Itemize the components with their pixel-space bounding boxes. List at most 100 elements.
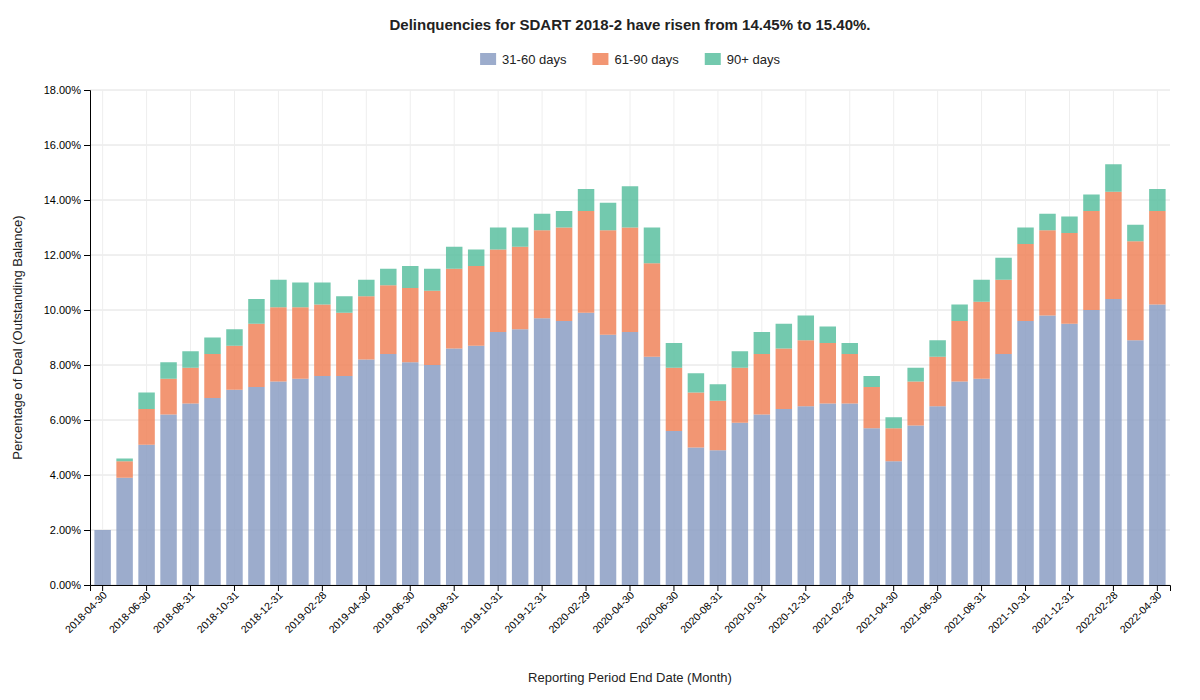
bar-segment bbox=[666, 368, 682, 431]
bar-segment bbox=[94, 530, 110, 531]
legend-label: 61-90 days bbox=[614, 52, 679, 67]
bar-segment bbox=[798, 316, 814, 341]
bar-segment bbox=[973, 302, 989, 379]
bar-segment bbox=[424, 269, 440, 291]
bar-segment bbox=[578, 313, 594, 585]
y-tick-label: 16.00% bbox=[44, 139, 82, 151]
bar-segment bbox=[951, 382, 967, 586]
bar-segment bbox=[885, 461, 901, 585]
bar-segment bbox=[929, 406, 945, 585]
bar-segment bbox=[204, 398, 220, 585]
bar-segment bbox=[512, 228, 528, 247]
x-tick-label: 2019-04-30 bbox=[326, 589, 373, 636]
bar-segment bbox=[1083, 211, 1099, 310]
bar-segment bbox=[863, 428, 879, 585]
y-tick: 6.00% bbox=[50, 414, 90, 426]
bar-segment bbox=[402, 288, 418, 362]
bar-segment bbox=[1061, 233, 1077, 324]
bar-segment bbox=[1017, 228, 1033, 245]
x-tick-mark bbox=[366, 585, 367, 591]
bar-segment bbox=[446, 247, 462, 269]
bar-segment bbox=[424, 291, 440, 365]
legend-swatch bbox=[705, 53, 721, 65]
bar-segment bbox=[314, 305, 330, 377]
bar-segment bbox=[270, 307, 286, 381]
bar-series bbox=[116, 164, 1165, 461]
x-tick-mark bbox=[893, 585, 894, 591]
bar-segment bbox=[556, 211, 572, 228]
bar-segment bbox=[182, 368, 198, 404]
bar-series bbox=[116, 192, 1165, 478]
bar-segment bbox=[951, 305, 967, 322]
bar-segment bbox=[776, 409, 792, 585]
bar-segment bbox=[314, 376, 330, 585]
y-tick-label: 4.00% bbox=[50, 469, 81, 481]
bar-segment bbox=[776, 324, 792, 349]
y-tick: 2.00% bbox=[50, 524, 90, 536]
bar-segment bbox=[314, 283, 330, 305]
y-tick: 14.00% bbox=[44, 194, 90, 206]
x-tick: 2022-04-30 bbox=[1117, 585, 1164, 635]
bar-segment bbox=[94, 530, 110, 531]
bar-segment bbox=[380, 269, 396, 286]
bar-segment bbox=[292, 307, 308, 379]
x-tick: 2018-10-31 bbox=[194, 585, 241, 635]
x-tick-label: 2020-02-29 bbox=[546, 589, 593, 636]
legend-item: 90+ days bbox=[705, 52, 781, 67]
y-tick-mark bbox=[84, 145, 90, 146]
bar-segment bbox=[688, 448, 704, 586]
x-tick-mark bbox=[586, 585, 587, 591]
bar-segment bbox=[600, 230, 616, 335]
x-tick-label: 2019-02-28 bbox=[282, 589, 329, 636]
bar-segment bbox=[710, 401, 726, 451]
x-tick: 2020-04-30 bbox=[590, 585, 637, 635]
x-axis-title: Reporting Period End Date (Month) bbox=[528, 670, 732, 685]
bar-segment bbox=[138, 445, 154, 585]
x-tick: 2020-02-29 bbox=[546, 585, 593, 635]
plot: 0.00%2.00%4.00%6.00%8.00%10.00%12.00%14.… bbox=[44, 84, 1171, 635]
bar-segment bbox=[358, 296, 374, 359]
bar-segment bbox=[226, 346, 242, 390]
y-tick-label: 10.00% bbox=[44, 304, 82, 316]
bar-segment bbox=[907, 368, 923, 382]
x-tick-mark bbox=[1025, 585, 1026, 591]
x-tick-label: 2019-06-30 bbox=[370, 589, 417, 636]
x-tick-label: 2021-08-31 bbox=[941, 589, 988, 636]
bar-segment bbox=[666, 431, 682, 585]
y-tick-label: 12.00% bbox=[44, 249, 82, 261]
bar-segment bbox=[754, 415, 770, 586]
bar-segment bbox=[138, 409, 154, 445]
y-tick-mark bbox=[84, 365, 90, 366]
x-tick: 2021-02-28 bbox=[810, 585, 857, 635]
bar-segment bbox=[907, 382, 923, 426]
x-tick-mark bbox=[234, 585, 235, 591]
bar-segment bbox=[446, 349, 462, 586]
bar-segment bbox=[358, 360, 374, 586]
y-axis: 0.00%2.00%4.00%6.00%8.00%10.00%12.00%14.… bbox=[44, 84, 91, 591]
x-tick-mark bbox=[102, 585, 103, 591]
x-tick-label: 2019-08-31 bbox=[414, 589, 461, 636]
x-tick: 2021-12-31 bbox=[1029, 585, 1076, 635]
bar-segment bbox=[754, 354, 770, 415]
bar-segment bbox=[468, 250, 484, 267]
x-tick: 2020-08-31 bbox=[678, 585, 725, 635]
bar-segment bbox=[490, 228, 506, 250]
bar-segment bbox=[182, 404, 198, 586]
bar-segment bbox=[644, 263, 660, 357]
y-axis-line bbox=[84, 91, 91, 586]
bar-segment bbox=[336, 313, 352, 376]
x-tick: 2018-08-31 bbox=[150, 585, 197, 635]
x-axis-line bbox=[91, 586, 1171, 592]
bar-segment bbox=[534, 230, 550, 318]
bar-segment bbox=[248, 387, 264, 585]
x-tick-label: 2020-12-31 bbox=[766, 589, 813, 636]
x-tick: 2018-04-30 bbox=[62, 585, 109, 635]
bar-segment bbox=[534, 318, 550, 585]
bar-segment bbox=[600, 203, 616, 231]
x-tick-mark bbox=[937, 585, 938, 591]
bar-segment bbox=[1017, 244, 1033, 321]
bar-segment bbox=[600, 335, 616, 585]
x-tick: 2019-04-30 bbox=[326, 585, 373, 635]
legend-label: 31-60 days bbox=[502, 52, 567, 67]
y-tick: 18.00% bbox=[44, 84, 90, 96]
